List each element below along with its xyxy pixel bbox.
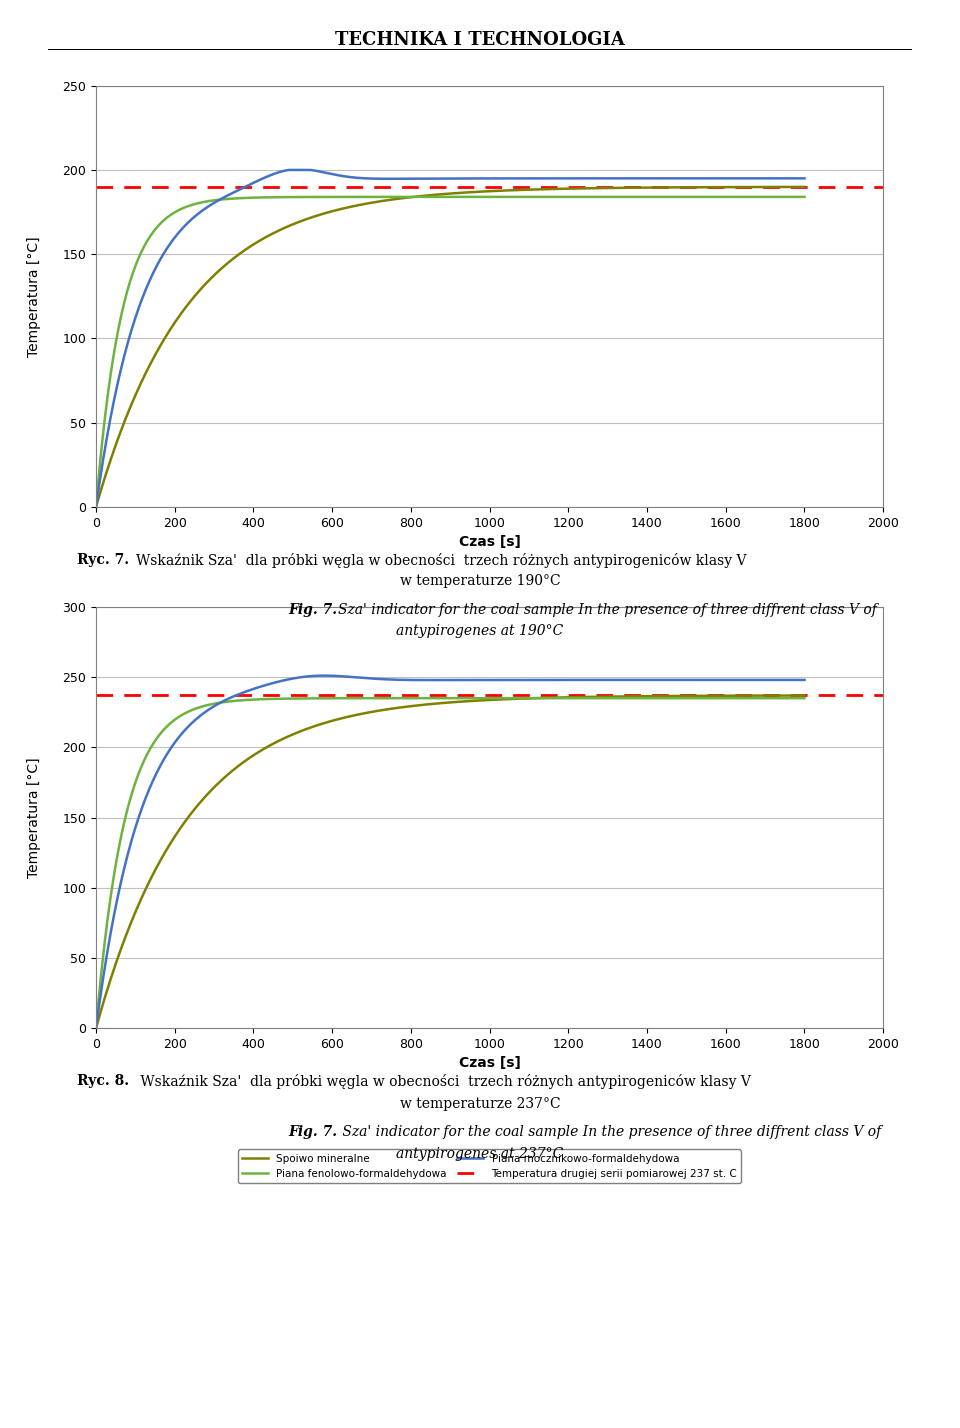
Text: antypirogenes at 190°C: antypirogenes at 190°C <box>396 624 564 638</box>
Text: Sza' indicator for the coal sample In the presence of three diffrent class V of: Sza' indicator for the coal sample In th… <box>338 603 876 617</box>
Text: w temperaturze 237°C: w temperaturze 237°C <box>399 1097 561 1111</box>
Spoiwo mineralne <box>402 188 414 206</box>
Spoiwo mineralne <box>577 688 588 705</box>
Piana mocznikowo-formaldehydowa <box>578 671 589 688</box>
Text: TECHNIKA I TECHNOLOGIA: TECHNIKA I TECHNOLOGIA <box>335 31 625 50</box>
Line: Piana mocznikowo-formaldehydowa: Piana mocznikowo-formaldehydowa <box>96 170 804 507</box>
Spoiwo mineralne <box>162 324 174 341</box>
Spoiwo mineralne <box>642 178 654 196</box>
Spoiwo mineralne <box>376 701 388 718</box>
Line: Piana mocznikowo-formaldehydowa: Piana mocznikowo-formaldehydowa <box>96 675 804 1028</box>
Piana mocznikowo-formaldehydowa <box>578 170 589 187</box>
Piana fenolowo-formaldehydowa <box>799 188 810 206</box>
Piana mocznikowo-formaldehydowa <box>799 170 810 187</box>
Piana fenolowo-formaldehydowa <box>577 188 588 206</box>
Text: Ryc. 7.: Ryc. 7. <box>77 553 129 567</box>
Piana fenolowo-formaldehydowa <box>656 690 667 707</box>
Piana mocznikowo-formaldehydowa <box>377 671 389 688</box>
Piana mocznikowo-formaldehydowa <box>90 1020 102 1037</box>
Piana fenolowo-formaldehydowa <box>376 188 388 206</box>
Y-axis label: Temperatura [°C]: Temperatura [°C] <box>27 757 41 878</box>
X-axis label: Czas [s]: Czas [s] <box>459 1057 520 1071</box>
Piana fenolowo-formaldehydowa <box>402 188 414 206</box>
Piana fenolowo-formaldehydowa <box>162 208 174 226</box>
Piana mocznikowo-formaldehydowa <box>643 170 655 187</box>
Spoiwo mineralne <box>799 178 810 196</box>
Piana fenolowo-formaldehydowa <box>90 498 102 516</box>
Piana fenolowo-formaldehydowa <box>577 690 588 707</box>
Piana mocznikowo-formaldehydowa <box>377 170 389 187</box>
Line: Piana fenolowo-formaldehydowa: Piana fenolowo-formaldehydowa <box>96 698 804 1028</box>
Text: w temperaturze 190°C: w temperaturze 190°C <box>399 574 561 588</box>
Piana mocznikowo-formaldehydowa <box>657 671 668 688</box>
X-axis label: Czas [s]: Czas [s] <box>459 536 520 550</box>
Legend: Spoiwo mineralne, Piana fenolowo-formaldehydowa, Piana mocznikowo-formaldehydowa: Spoiwo mineralne, Piana fenolowo-formald… <box>231 628 748 661</box>
Piana fenolowo-formaldehydowa <box>90 1020 102 1037</box>
Text: Fig. 7.: Fig. 7. <box>288 603 337 617</box>
Piana mocznikowo-formaldehydowa <box>162 744 174 761</box>
Spoiwo mineralne <box>577 180 588 197</box>
Piana fenolowo-formaldehydowa <box>642 188 654 206</box>
Line: Spoiwo mineralne: Spoiwo mineralne <box>96 695 804 1028</box>
Text: antypirogenes at 237°C: antypirogenes at 237°C <box>396 1147 564 1161</box>
Spoiwo mineralne <box>656 687 667 704</box>
Line: Piana fenolowo-formaldehydowa: Piana fenolowo-formaldehydowa <box>96 197 804 507</box>
Piana fenolowo-formaldehydowa <box>799 690 810 707</box>
Piana mocznikowo-formaldehydowa <box>403 170 415 187</box>
Text: Wskaźnik Sza'  dla próbki węgla w obecności  trzech różnych antypirogeniców klas: Wskaźnik Sza' dla próbki węgla w obecnoś… <box>136 553 747 568</box>
Piana mocznikowo-formaldehydowa <box>403 671 415 688</box>
Piana mocznikowo-formaldehydowa <box>643 671 655 688</box>
Text: Ryc. 8.: Ryc. 8. <box>77 1074 129 1088</box>
Line: Spoiwo mineralne: Spoiwo mineralne <box>96 187 804 507</box>
Spoiwo mineralne <box>642 688 654 705</box>
Spoiwo mineralne <box>90 498 102 516</box>
Piana mocznikowo-formaldehydowa <box>90 498 102 516</box>
Piana mocznikowo-formaldehydowa <box>162 238 174 256</box>
Piana mocznikowo-formaldehydowa <box>283 161 295 178</box>
Y-axis label: Temperatura [°C]: Temperatura [°C] <box>27 236 41 357</box>
Text: Wskaźnik Sza'  dla próbki węgla w obecności  trzech różnych antypirogeniców klas: Wskaźnik Sza' dla próbki węgla w obecnoś… <box>136 1074 751 1090</box>
Piana fenolowo-formaldehydowa <box>402 690 414 707</box>
Piana fenolowo-formaldehydowa <box>376 690 388 707</box>
Spoiwo mineralne <box>656 178 667 196</box>
Legend: Spoiwo mineralne, Piana fenolowo-formaldehydowa, Piana mocznikowo-formaldehydowa: Spoiwo mineralne, Piana fenolowo-formald… <box>238 1150 741 1182</box>
Piana mocznikowo-formaldehydowa <box>657 170 668 187</box>
Text: Sza' indicator for the coal sample In the presence of three diffrent class V of: Sza' indicator for the coal sample In th… <box>338 1125 881 1140</box>
Spoiwo mineralne <box>799 687 810 704</box>
Spoiwo mineralne <box>162 838 174 855</box>
Spoiwo mineralne <box>376 193 388 210</box>
Spoiwo mineralne <box>402 698 414 715</box>
Piana fenolowo-formaldehydowa <box>162 717 174 734</box>
Text: Fig. 7.: Fig. 7. <box>288 1125 337 1140</box>
Piana mocznikowo-formaldehydowa <box>319 667 330 684</box>
Piana fenolowo-formaldehydowa <box>656 188 667 206</box>
Spoiwo mineralne <box>90 1020 102 1037</box>
Piana fenolowo-formaldehydowa <box>642 690 654 707</box>
Piana mocznikowo-formaldehydowa <box>799 671 810 688</box>
